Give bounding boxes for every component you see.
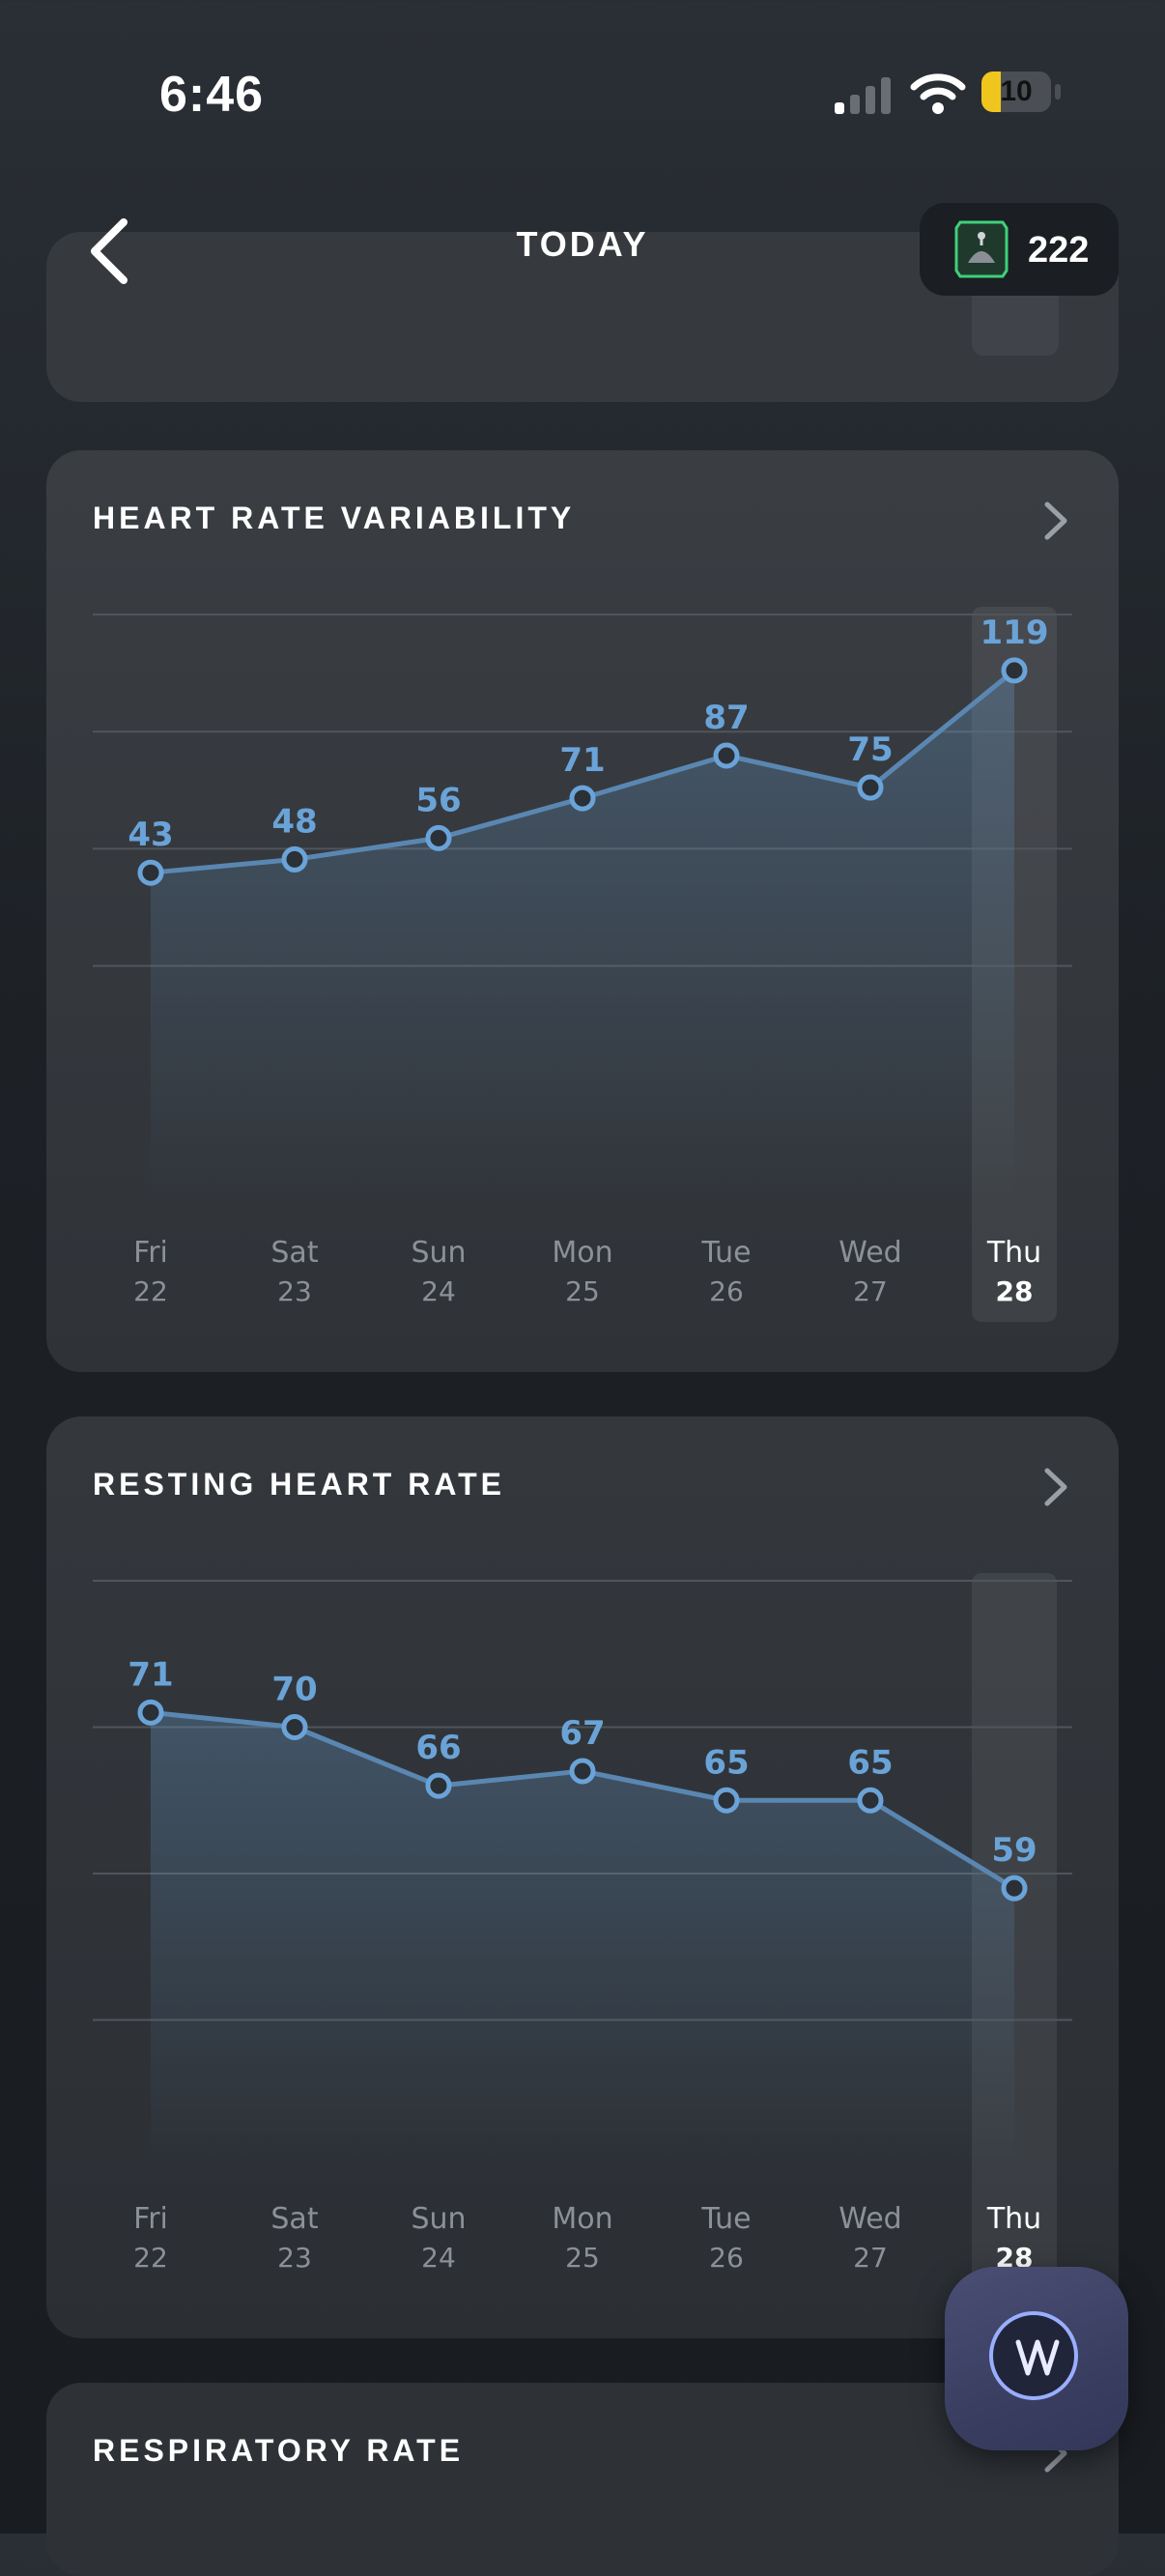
x-tick-day: Fri: [133, 1236, 168, 1270]
data-label: 66: [415, 1729, 461, 1767]
data-label: 119: [980, 614, 1049, 652]
data-point: [425, 1772, 452, 1799]
x-tick-day: Sun: [411, 1236, 466, 1270]
data-point: [857, 1787, 884, 1814]
x-tick-day: Mon: [552, 2202, 612, 2236]
badge-icon: [954, 220, 1009, 278]
x-tick-day: Thu: [986, 2202, 1041, 2236]
data-label: 48: [271, 802, 317, 841]
data-label: 75: [847, 730, 893, 769]
x-tick-date: 22: [133, 1275, 168, 1307]
x-tick-day: Mon: [552, 1236, 612, 1270]
x-tick-date: 24: [421, 2242, 456, 2274]
x-tick-date: 22: [133, 2242, 168, 2274]
x-tick-day: Tue: [700, 2202, 751, 2236]
status-bar: 6:46 10: [0, 0, 1165, 184]
data-point: [569, 1758, 596, 1785]
x-tick-date: 23: [277, 2242, 312, 2274]
x-tick-date: 25: [565, 2242, 600, 2274]
data-point: [1001, 657, 1028, 684]
rhr-card[interactable]: 71 70 66 67 65 65 59 Fri 22 Sat 23 Sun 24 Mon 25 Tue 26 W…: [46, 1417, 1119, 2338]
data-label: 43: [128, 816, 173, 854]
whoop-logo-icon: [1015, 2339, 1060, 2376]
x-tick-date: 23: [277, 1275, 312, 1307]
x-tick-day: Sun: [411, 2202, 466, 2236]
x-tick-day: Sat: [270, 2202, 318, 2236]
x-tick-date: 27: [853, 2242, 888, 2274]
chevron-right-icon[interactable]: [1036, 497, 1074, 545]
series-area: [151, 670, 1014, 1200]
x-tick-day: Wed: [838, 2202, 901, 2236]
data-label: 71: [559, 741, 605, 780]
data-point: [713, 1787, 740, 1814]
x-tick-day: Thu: [986, 1236, 1041, 1270]
x-tick-day: Wed: [838, 1236, 901, 1270]
x-tick-date: 24: [421, 1275, 456, 1307]
data-point: [857, 774, 884, 801]
back-chevron-icon[interactable]: [79, 213, 147, 290]
data-label: 87: [703, 699, 749, 737]
x-tick-day: Fri: [133, 2202, 168, 2236]
cellular-signal-icon: [835, 77, 891, 114]
data-label: 56: [415, 781, 461, 819]
data-point: [137, 859, 164, 886]
data-point: [137, 1699, 164, 1726]
x-tick-date: 26: [709, 2242, 744, 2274]
x-tick-date: 26: [709, 1275, 744, 1307]
battery-icon: 10: [981, 72, 1063, 114]
wifi-icon: [910, 73, 966, 114]
data-label: 70: [271, 1671, 317, 1709]
status-time: 6:46: [159, 67, 265, 123]
rhr-card-title: RESTING HEART RATE: [93, 1467, 505, 1502]
data-label: 65: [847, 1743, 893, 1782]
rewards-badge[interactable]: 222: [920, 203, 1119, 296]
assistant-button[interactable]: [945, 2267, 1128, 2450]
rhr-chart: 71 70 66 67 65 65 59 Fri 22 Sat 23 Sun 24 Mon 25 Tue 26 W…: [93, 1573, 1072, 2288]
data-label: 67: [559, 1714, 605, 1753]
data-point: [281, 845, 308, 873]
x-tick-day: Sat: [270, 1236, 318, 1270]
x-tick-day: Tue: [700, 1236, 751, 1270]
data-point: [281, 1714, 308, 1740]
respiratory-card-title: RESPIRATORY RATE: [93, 2433, 465, 2468]
data-point: [1001, 1875, 1028, 1902]
data-label: 65: [703, 1743, 749, 1782]
data-label: 71: [128, 1655, 173, 1694]
data-point: [713, 742, 740, 769]
hrv-card-title: HEART RATE VARIABILITY: [93, 501, 576, 535]
x-tick-date: 28: [996, 1275, 1034, 1307]
badge-count: 222: [1028, 230, 1090, 271]
x-tick-date: 25: [565, 1275, 600, 1307]
hrv-card[interactable]: 43 48 56 71 87 75 119 Fri 22 Sat 23 Sun 24 Mon 25 Tue 26…: [46, 450, 1119, 1372]
data-label: 59: [991, 1831, 1037, 1870]
page-title: TODAY: [516, 224, 649, 264]
x-tick-date: 27: [853, 1275, 888, 1307]
series-area: [151, 1712, 1014, 2166]
battery-level: 10: [1000, 75, 1033, 107]
hrv-chart: 43 48 56 71 87 75 119 Fri 22 Sat 23 Sun 24 Mon 25 Tue 26…: [93, 607, 1072, 1322]
data-point: [425, 824, 452, 851]
chevron-right-icon[interactable]: [1036, 1463, 1074, 1511]
data-point: [569, 785, 596, 812]
